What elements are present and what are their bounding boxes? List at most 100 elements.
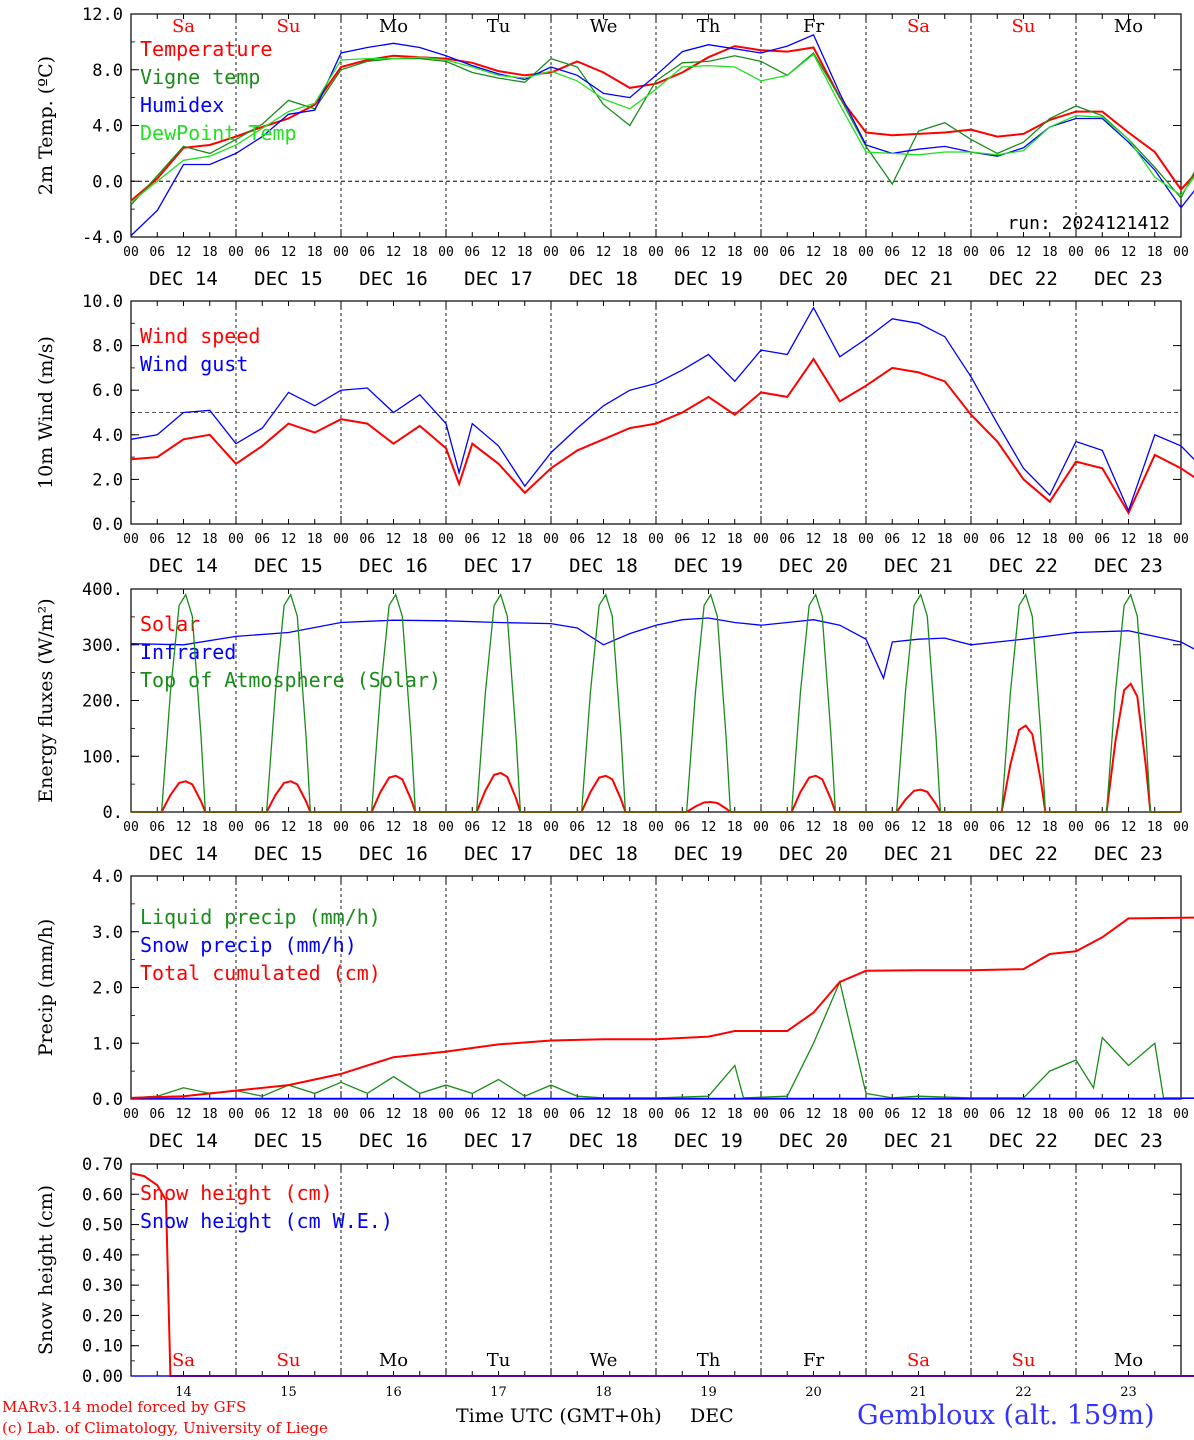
hour-tick-label: 18 — [727, 1107, 743, 1122]
hour-tick-label: 18 — [832, 245, 848, 260]
hour-tick-label: 12 — [911, 245, 927, 260]
hour-tick-label: 06 — [464, 1107, 480, 1122]
series-line — [130, 34, 1194, 237]
y-axis-label: Energy fluxes (W/m²) — [35, 598, 57, 802]
hour-tick-label: 00 — [543, 532, 559, 547]
hour-tick-label: 12 — [1121, 1107, 1137, 1122]
hour-tick-label: 18 — [1042, 245, 1058, 260]
hour-tick-label: 12 — [281, 1107, 297, 1122]
hour-tick-label: 00 — [228, 532, 244, 547]
hour-tick-label: 12 — [806, 820, 822, 835]
day-name: Fr — [803, 16, 824, 37]
y-tick-label: 4.0 — [92, 426, 123, 446]
y-tick-label: 8.0 — [92, 61, 123, 81]
hour-tick-label: 18 — [727, 532, 743, 547]
hour-tick-label: 00 — [1068, 1107, 1084, 1122]
hour-tick-label: 00 — [123, 820, 139, 835]
hour-tick-label: 06 — [779, 1107, 795, 1122]
hour-tick-label: 06 — [884, 532, 900, 547]
day-number: 14 — [175, 1385, 192, 1400]
date-label: DEC 16 — [359, 843, 428, 865]
date-label: DEC 15 — [254, 1130, 323, 1152]
legend-entry: Vigne temp — [140, 65, 260, 89]
hour-tick-label: 06 — [884, 1107, 900, 1122]
hour-tick-label: 18 — [622, 1107, 638, 1122]
date-label: DEC 23 — [1094, 843, 1163, 865]
date-label: DEC 18 — [569, 555, 638, 577]
date-label: DEC 20 — [779, 843, 848, 865]
hour-tick-label: 00 — [1068, 245, 1084, 260]
y-tick-label: 0.40 — [82, 1246, 123, 1266]
hour-tick-label: 00 — [228, 245, 244, 260]
hour-tick-label: 18 — [622, 532, 638, 547]
series-line — [130, 979, 1194, 1099]
day-name: Sa — [172, 1350, 195, 1371]
hour-tick-label: 06 — [359, 1107, 375, 1122]
hour-tick-label: 06 — [1094, 820, 1110, 835]
hour-tick-label: 06 — [464, 820, 480, 835]
date-label: DEC 19 — [674, 268, 743, 290]
day-name: Su — [1012, 16, 1036, 37]
hour-tick-label: 12 — [596, 1107, 612, 1122]
hour-tick-label: 06 — [989, 245, 1005, 260]
day-number: 20 — [805, 1385, 822, 1400]
hour-tick-label: 12 — [386, 245, 402, 260]
hour-tick-label: 06 — [884, 820, 900, 835]
x-axis-month: DEC — [690, 1405, 734, 1427]
day-name: Th — [697, 1350, 721, 1371]
hour-tick-label: 18 — [412, 245, 428, 260]
date-label: DEC 14 — [149, 843, 218, 865]
y-tick-label: 4.0 — [92, 117, 123, 137]
hour-tick-label: 12 — [386, 532, 402, 547]
hour-tick-label: 18 — [832, 1107, 848, 1122]
date-label: DEC 15 — [254, 555, 323, 577]
hour-tick-label: 00 — [648, 820, 664, 835]
y-tick-label: 100. — [82, 747, 123, 767]
legend-entry: Wind gust — [140, 352, 248, 376]
date-label: DEC 19 — [674, 843, 743, 865]
series-line — [130, 306, 1194, 513]
hour-tick-label: 12 — [176, 532, 192, 547]
date-label: DEC 16 — [359, 555, 428, 577]
lab-credit: (c) Lab. of Climatology, University of L… — [2, 1419, 328, 1437]
day-name: Su — [277, 1350, 301, 1371]
hour-tick-label: 18 — [202, 820, 218, 835]
day-name: Mo — [1114, 16, 1143, 37]
x-axis-label: Time UTC (GMT+0h) — [456, 1405, 662, 1427]
hour-tick-label: 06 — [359, 532, 375, 547]
hour-tick-label: 18 — [622, 245, 638, 260]
hour-tick-label: 12 — [491, 1107, 507, 1122]
date-label: DEC 22 — [989, 1130, 1058, 1152]
day-name: Sa — [172, 16, 195, 37]
hour-tick-label: 00 — [333, 532, 349, 547]
hour-tick-label: 12 — [491, 532, 507, 547]
hour-tick-label: 12 — [281, 820, 297, 835]
hour-tick-label: 00 — [753, 245, 769, 260]
hour-tick-label: 00 — [123, 245, 139, 260]
y-axis-label: 2m Temp. (ºC) — [35, 56, 57, 195]
y-tick-label: 0.0 — [92, 172, 123, 192]
hour-tick-label: 12 — [1016, 245, 1032, 260]
hour-tick-label: 18 — [517, 1107, 533, 1122]
series-line — [130, 53, 1194, 203]
legend-entry: Snow height (cm W.E.) — [140, 1209, 393, 1233]
hour-tick-label: 18 — [307, 245, 323, 260]
hour-tick-label: 06 — [779, 532, 795, 547]
date-label: DEC 19 — [674, 555, 743, 577]
hour-tick-label: 00 — [543, 1107, 559, 1122]
hour-tick-label: 06 — [989, 1107, 1005, 1122]
hour-tick-label: 18 — [517, 820, 533, 835]
hour-tick-label: 18 — [517, 245, 533, 260]
hour-tick-label: 12 — [491, 820, 507, 835]
hour-tick-label: 00 — [438, 1107, 454, 1122]
hour-tick-label: 00 — [438, 820, 454, 835]
series-line — [130, 916, 1194, 1099]
hour-tick-label: 12 — [596, 245, 612, 260]
date-label: DEC 22 — [989, 268, 1058, 290]
hour-tick-label: 18 — [832, 820, 848, 835]
hour-tick-label: 12 — [1121, 532, 1137, 547]
day-name: We — [590, 1350, 618, 1371]
hour-tick-label: 18 — [202, 532, 218, 547]
date-label: DEC 18 — [569, 1130, 638, 1152]
y-tick-label: 8.0 — [92, 337, 123, 357]
